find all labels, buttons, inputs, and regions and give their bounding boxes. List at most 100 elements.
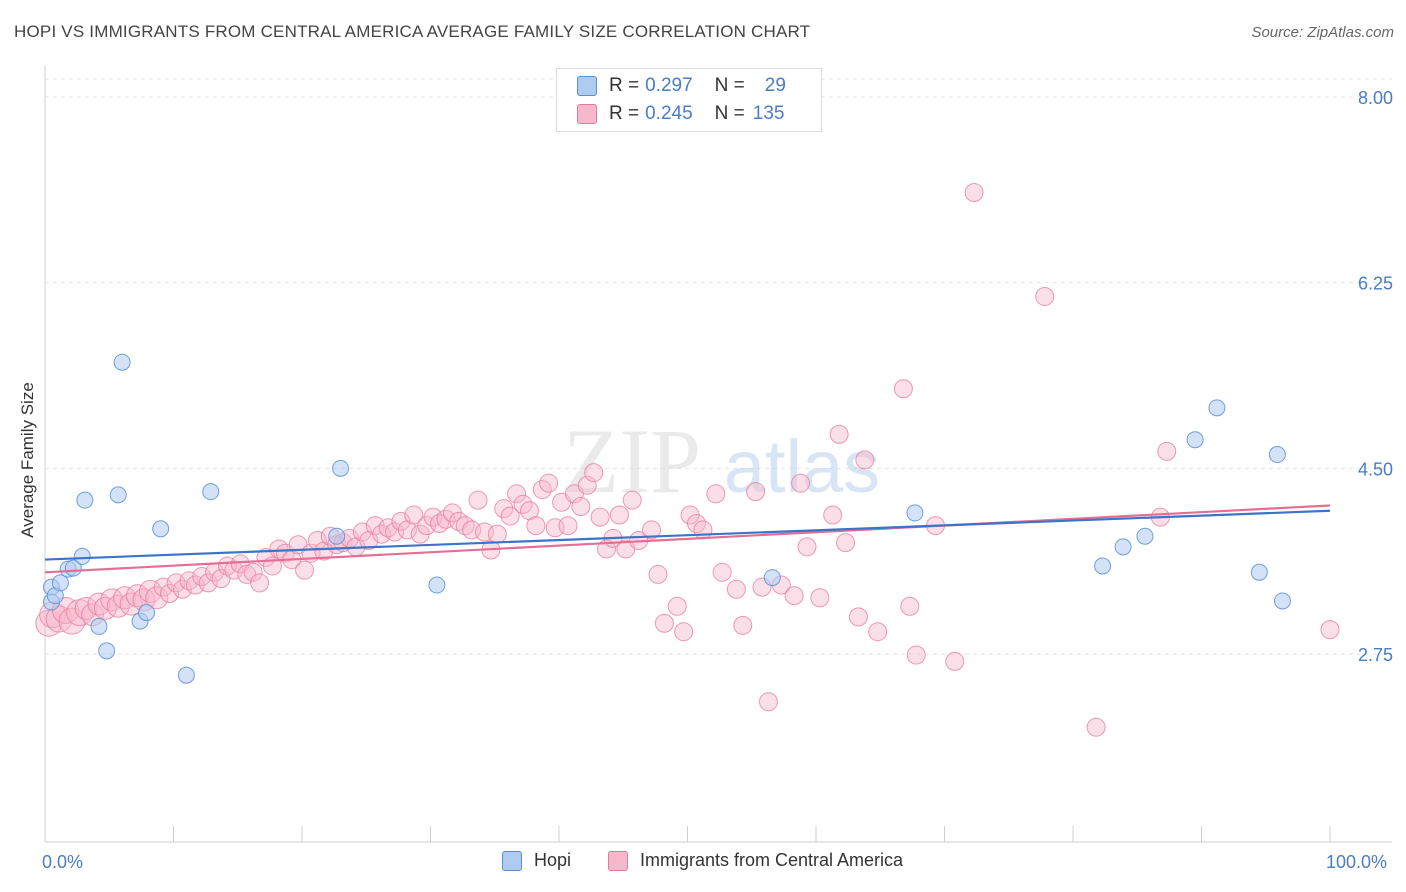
r-label: R = (609, 75, 640, 96)
hopi-point (1136, 527, 1154, 545)
immigrants-point (733, 615, 753, 635)
immigrants-point (667, 596, 687, 616)
hopi-point (109, 486, 127, 504)
y-tick-label: 6.25 (1358, 274, 1393, 294)
immigrants-point (577, 475, 597, 495)
immigrants-point (906, 645, 926, 665)
r-value: 0.297 (645, 75, 693, 96)
immigrants-point (654, 613, 674, 633)
legend-label-immigrants: Immigrants from Central America (640, 850, 904, 870)
y-tick-label: 2.75 (1358, 645, 1393, 665)
hopi-points (42, 353, 1291, 684)
hopi-point (51, 574, 69, 592)
stats-row-immigrants: R = 0.245 N = 135 (557, 100, 784, 128)
immigrants-point (1157, 441, 1177, 461)
immigrants-point (758, 692, 778, 712)
immigrants-point (590, 507, 610, 527)
immigrants-point (810, 588, 830, 608)
immigrants-point (900, 596, 920, 616)
immigrants-point (58, 607, 86, 635)
hopi-point (113, 353, 131, 371)
hopi-point (1114, 538, 1132, 556)
hopi-point (138, 604, 156, 622)
immigrants-point (964, 182, 984, 202)
hopi-point (1208, 399, 1226, 417)
immigrants-point (855, 450, 875, 470)
stats-legend: R = 0.297 N = 29 R = 0.245 N = 135 (556, 68, 822, 132)
immigrants-point (145, 586, 169, 610)
watermark: ZIP atlas (563, 410, 880, 512)
immigrants-point (706, 484, 726, 504)
y-axis-label: Average Family Size (18, 382, 37, 538)
hopi-point (1250, 563, 1268, 581)
immigrants-point (1086, 717, 1106, 737)
immigrants-point (848, 607, 868, 627)
axes (44, 66, 1392, 843)
immigrants-point (250, 573, 270, 593)
hopi-point (98, 642, 116, 660)
r-value: 0.245 (645, 103, 693, 124)
immigrants-point (571, 497, 591, 517)
hopi-point (177, 666, 195, 684)
immigrants-point (784, 586, 804, 606)
immigrants-point (836, 533, 856, 553)
hopi-point (1094, 557, 1112, 575)
immigrants-point (609, 505, 629, 525)
hopi-trend-line (44, 509, 1331, 561)
immigrants-point (674, 622, 694, 642)
y-tick-label: 8.00 (1358, 88, 1393, 108)
immigrants-point (1320, 620, 1340, 640)
immigrants-point (198, 573, 218, 593)
hopi-point (1268, 446, 1286, 464)
hopi-point (1273, 592, 1291, 610)
immigrants-swatch (577, 104, 597, 124)
immigrants-point (791, 473, 811, 493)
immigrants-point (693, 520, 713, 540)
hopi-point (328, 527, 346, 545)
immigrants-point (893, 379, 913, 399)
legend-item-immigrants: Immigrants from Central America (608, 850, 903, 871)
immigrants-legend-swatch (608, 850, 628, 871)
immigrants-point (1035, 286, 1055, 306)
trend-lines (44, 504, 1331, 574)
immigrants-point (622, 490, 642, 510)
immigrants-point (487, 524, 507, 544)
hopi-point (90, 617, 108, 635)
hopi-point (763, 569, 781, 587)
source-credit: Source: ZipAtlas.com (1251, 24, 1394, 41)
immigrants-point (295, 560, 315, 580)
legend-label-hopi: Hopi (534, 850, 572, 870)
immigrants-point (712, 562, 732, 582)
immigrants-point (797, 537, 817, 557)
immigrants-point (597, 539, 617, 559)
immigrants-point (823, 505, 843, 525)
immigrants-point (160, 584, 180, 604)
immigrants-point (539, 473, 559, 493)
y-tick-label: 4.50 (1358, 459, 1393, 479)
legend-item-hopi: Hopi (502, 850, 571, 871)
immigrants-trend-line (44, 504, 1331, 574)
stats-row-hopi: R = 0.297 N = 29 (557, 72, 786, 100)
immigrants-point (126, 584, 150, 608)
hopi-point (152, 520, 170, 538)
r-label: R = (609, 103, 640, 124)
immigrants-point (87, 592, 111, 616)
y-tick-labels: 2.75 4.50 6.25 8.00 (1358, 88, 1393, 665)
immigrants-point (945, 651, 965, 671)
watermark-zip: ZIP (563, 410, 701, 512)
hopi-point (1186, 431, 1204, 449)
hopi-point (428, 576, 446, 594)
immigrants-point (868, 622, 888, 642)
immigrants-point (500, 506, 520, 526)
immigrants-point (507, 484, 527, 504)
immigrants-point (648, 564, 668, 584)
n-value: 29 (764, 75, 786, 96)
hopi-point (76, 491, 94, 509)
chart-title: HOPI VS IMMIGRANTS FROM CENTRAL AMERICA … (14, 22, 811, 41)
immigrants-point (74, 596, 98, 620)
immigrants-point (746, 482, 766, 502)
n-label: N = (714, 103, 745, 124)
hopi-point (906, 504, 924, 522)
immigrants-point (829, 424, 849, 444)
